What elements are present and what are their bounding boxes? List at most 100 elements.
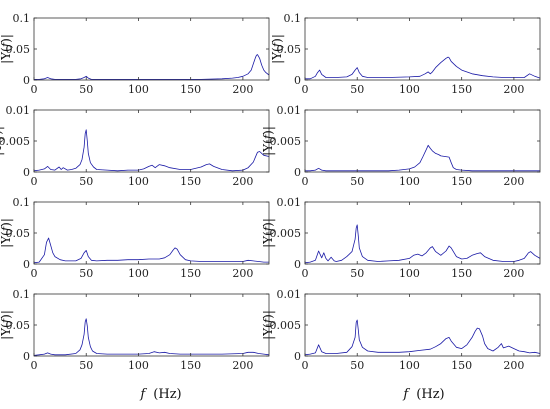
y-axis-label: |Y(f)| bbox=[0, 218, 13, 248]
x-tick-label: 200 bbox=[503, 359, 524, 372]
plot-frame bbox=[33, 109, 270, 173]
y-tick-label: 0.1 bbox=[13, 288, 31, 301]
panel-0-0: 0 50 100 150 200 0 0.05 0.1 bbox=[6, 12, 270, 96]
x-tick-label: 150 bbox=[180, 83, 201, 96]
x-tick-label: 100 bbox=[128, 359, 149, 372]
x-tick-label: 0 bbox=[31, 267, 38, 280]
plot-frame bbox=[33, 201, 270, 265]
x-tick-label: 100 bbox=[399, 175, 420, 188]
x-tick-label: 150 bbox=[180, 359, 201, 372]
y-tick-label: 0.01 bbox=[277, 288, 302, 301]
x-tick-label: 50 bbox=[79, 83, 93, 96]
plot-frame bbox=[304, 293, 541, 357]
y-tick-label: 0.05 bbox=[6, 227, 31, 240]
y-tick-label: 0 bbox=[294, 74, 301, 87]
y-tick-label: 0 bbox=[294, 350, 301, 363]
y-tick-label: 0.1 bbox=[13, 12, 31, 25]
y-tick-label: 0.05 bbox=[6, 43, 31, 56]
panel-2-0: 0 50 100 150 200 0 0.05 0.1 bbox=[6, 196, 270, 280]
x-tick-label: 50 bbox=[79, 267, 93, 280]
x-tick-label: 150 bbox=[451, 83, 472, 96]
x-tick-label: 100 bbox=[128, 175, 149, 188]
y-tick-label: 0.01 bbox=[277, 104, 302, 117]
x-tick-label: 0 bbox=[302, 175, 309, 188]
plot-frame bbox=[304, 17, 541, 81]
y-axis-label: |Y(f)| bbox=[261, 218, 275, 248]
x-tick-label: 150 bbox=[180, 175, 201, 188]
y-tick-label: 0 bbox=[294, 166, 301, 179]
y-tick-label: 0 bbox=[23, 258, 30, 271]
x-tick-label: 0 bbox=[31, 359, 38, 372]
panel-0-1: 0 50 100 150 200 0 0.05 0.1 bbox=[277, 12, 541, 96]
x-tick-label: 0 bbox=[31, 175, 38, 188]
x-tick-label: 50 bbox=[350, 267, 364, 280]
y-tick-label: 0.1 bbox=[284, 12, 302, 25]
series-line bbox=[304, 319, 541, 356]
x-tick-label: 0 bbox=[302, 359, 309, 372]
plot-frame bbox=[304, 109, 541, 173]
y-tick-label: 0 bbox=[23, 74, 30, 87]
x-tick-label: 200 bbox=[232, 267, 253, 280]
y-axis-label: |Y(f)| bbox=[0, 310, 13, 340]
y-axis-label: |Y(f)| bbox=[270, 34, 284, 64]
series-line bbox=[33, 129, 270, 172]
y-axis-label: |Y(f)| bbox=[0, 34, 13, 64]
x-tick-label: 100 bbox=[128, 83, 149, 96]
panel-1-1: 0 50 100 150 200 0 0.005 0.01 bbox=[270, 104, 541, 188]
x-tick-label: 200 bbox=[503, 83, 524, 96]
y-tick-label: 0.05 bbox=[6, 319, 31, 332]
x-tick-label: 0 bbox=[302, 267, 309, 280]
y-tick-label: 0.05 bbox=[277, 43, 302, 56]
x-tick-label: 100 bbox=[128, 267, 149, 280]
plot-frame bbox=[33, 293, 270, 357]
series-line bbox=[33, 318, 270, 356]
x-tick-label: 50 bbox=[350, 83, 364, 96]
panel-3-0: 0 50 100 150 200 0 0.05 0.1 bbox=[6, 288, 270, 372]
x-tick-label: 0 bbox=[302, 83, 309, 96]
x-tick-label: 100 bbox=[399, 359, 420, 372]
plot-frame bbox=[304, 201, 541, 265]
x-tick-label: 150 bbox=[451, 267, 472, 280]
y-tick-label: 0 bbox=[294, 258, 301, 271]
series-line bbox=[34, 54, 270, 80]
x-tick-label: 50 bbox=[350, 359, 364, 372]
x-axis-label-left: f (Hz) bbox=[139, 387, 181, 402]
y-tick-label: 0.005 bbox=[270, 227, 302, 240]
y-tick-label: 0.1 bbox=[13, 196, 31, 209]
series-line bbox=[305, 56, 541, 80]
x-tick-label: 150 bbox=[451, 175, 472, 188]
x-tick-label: 0 bbox=[31, 83, 38, 96]
y-axis-labels: |Y(f)| |Y(f)| |Y(f)| |Y(f)| |Y(f)| |Y(f)| |Y(f… bbox=[0, 34, 284, 340]
y-tick-label: 0.01 bbox=[6, 104, 31, 117]
series-line bbox=[305, 144, 540, 172]
y-tick-label: 0.005 bbox=[0, 135, 30, 148]
y-axis-label: |Y(f)| bbox=[0, 126, 4, 156]
x-axis-label-right: f (Hz) bbox=[402, 387, 444, 402]
y-tick-label: 0.005 bbox=[270, 135, 302, 148]
y-tick-label: 0 bbox=[23, 350, 30, 363]
y-axis-label: |Y(f)| bbox=[261, 310, 275, 340]
x-tick-label: 100 bbox=[399, 83, 420, 96]
plot-frame bbox=[33, 17, 270, 81]
x-tick-label: 200 bbox=[503, 175, 524, 188]
series-line bbox=[33, 237, 269, 264]
y-tick-label: 0.01 bbox=[277, 196, 302, 209]
x-tick-label: 200 bbox=[232, 83, 253, 96]
x-tick-label: 150 bbox=[451, 359, 472, 372]
x-tick-label: 200 bbox=[503, 267, 524, 280]
x-tick-label: 50 bbox=[79, 175, 93, 188]
x-tick-label: 50 bbox=[79, 359, 93, 372]
x-tick-label: 200 bbox=[232, 359, 253, 372]
y-axis-label: |Y(f)| bbox=[261, 126, 275, 156]
y-tick-label: 0.005 bbox=[270, 319, 302, 332]
x-tick-label: 100 bbox=[399, 267, 420, 280]
panel-2-1: 0 50 100 150 200 0 0.005 0.01 bbox=[270, 196, 541, 280]
x-tick-label: 50 bbox=[350, 175, 364, 188]
x-tick-label: 200 bbox=[232, 175, 253, 188]
panel-1-0: 0 50 100 150 200 0 0.005 0.01 bbox=[0, 104, 270, 188]
series-line bbox=[304, 224, 541, 264]
x-tick-label: 150 bbox=[180, 267, 201, 280]
y-tick-label: 0 bbox=[23, 166, 30, 179]
